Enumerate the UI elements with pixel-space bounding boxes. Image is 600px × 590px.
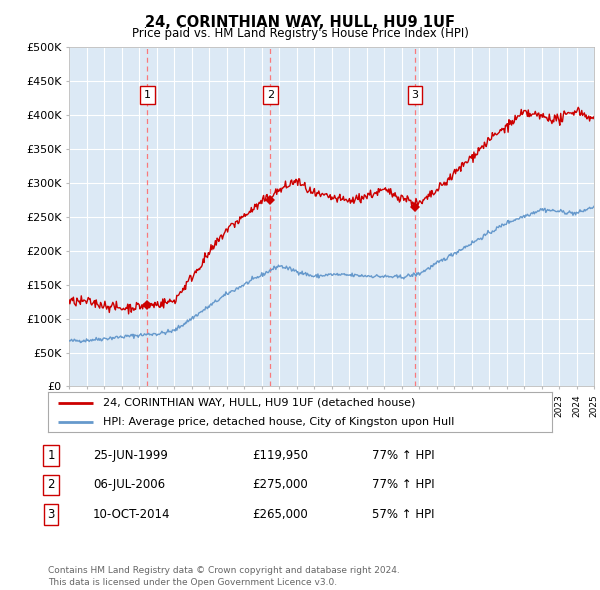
Text: 3: 3 [47,508,55,521]
Text: Contains HM Land Registry data © Crown copyright and database right 2024.
This d: Contains HM Land Registry data © Crown c… [48,566,400,587]
Text: £265,000: £265,000 [252,508,308,521]
Text: 24, CORINTHIAN WAY, HULL, HU9 1UF: 24, CORINTHIAN WAY, HULL, HU9 1UF [145,15,455,30]
Text: 77% ↑ HPI: 77% ↑ HPI [372,449,434,462]
Text: 06-JUL-2006: 06-JUL-2006 [93,478,165,491]
Text: 24, CORINTHIAN WAY, HULL, HU9 1UF (detached house): 24, CORINTHIAN WAY, HULL, HU9 1UF (detac… [103,398,416,408]
Text: 2: 2 [47,478,55,491]
Text: Price paid vs. HM Land Registry's House Price Index (HPI): Price paid vs. HM Land Registry's House … [131,27,469,40]
Text: 3: 3 [412,90,418,100]
Text: 57% ↑ HPI: 57% ↑ HPI [372,508,434,521]
Text: 10-OCT-2014: 10-OCT-2014 [93,508,170,521]
Text: £119,950: £119,950 [252,449,308,462]
Text: £275,000: £275,000 [252,478,308,491]
Text: 2: 2 [267,90,274,100]
Text: 25-JUN-1999: 25-JUN-1999 [93,449,168,462]
Text: 77% ↑ HPI: 77% ↑ HPI [372,478,434,491]
Text: 1: 1 [144,90,151,100]
Text: HPI: Average price, detached house, City of Kingston upon Hull: HPI: Average price, detached house, City… [103,417,455,427]
Text: 1: 1 [47,449,55,462]
